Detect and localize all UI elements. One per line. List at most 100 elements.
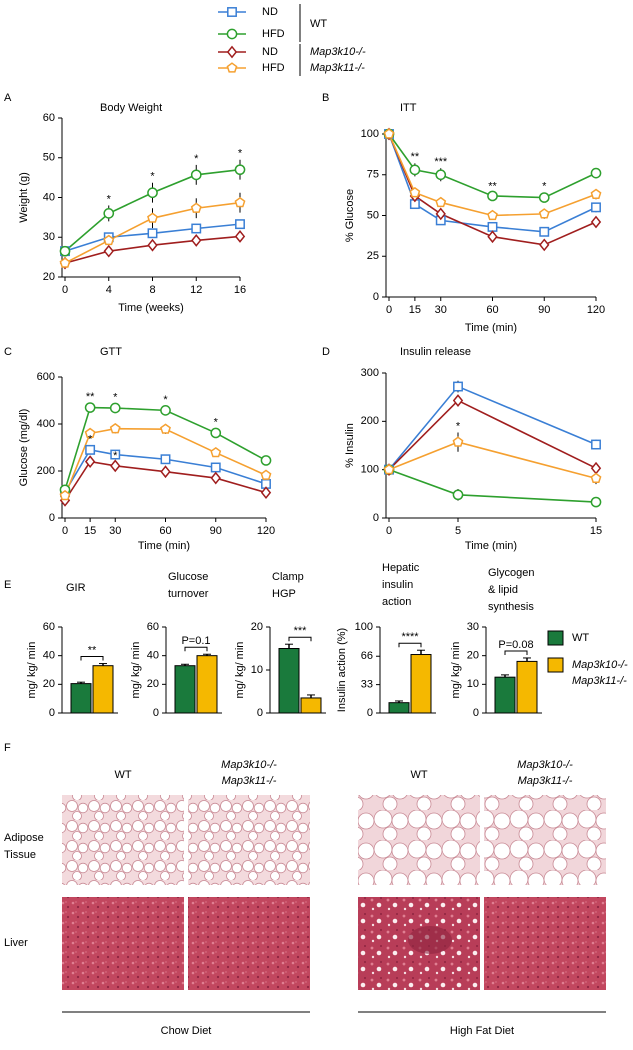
marker xyxy=(191,234,202,247)
marker xyxy=(590,215,602,229)
marker xyxy=(234,230,246,243)
y-tick-label: 10 xyxy=(251,664,263,676)
marker xyxy=(590,188,602,199)
histology-image xyxy=(484,897,606,990)
legend-swatch xyxy=(547,657,564,673)
legend-swatch xyxy=(547,630,564,646)
histology-image xyxy=(62,795,184,885)
bar xyxy=(494,676,516,714)
legend-label: ND xyxy=(262,46,278,58)
significance-label: * xyxy=(150,171,155,183)
bar xyxy=(174,665,196,714)
bar xyxy=(70,683,92,714)
panel-label: F xyxy=(4,742,11,754)
column-label: Map3k10-/- xyxy=(221,759,277,771)
significance-label: ** xyxy=(488,181,497,193)
marker xyxy=(234,164,246,176)
bar xyxy=(516,660,538,714)
significance-label: ** xyxy=(411,151,420,163)
row-label: Liver xyxy=(4,937,28,949)
legend-marker xyxy=(226,62,238,73)
marker xyxy=(84,455,96,468)
marker xyxy=(590,461,602,475)
y-tick-label: 300 xyxy=(361,367,379,379)
series-line xyxy=(64,406,267,491)
significance-label: P=0.1 xyxy=(181,635,210,647)
marker xyxy=(409,164,421,176)
x-tick-label: 120 xyxy=(587,304,605,316)
y-tick-label: 0 xyxy=(473,707,479,719)
legend-label: Map3k11-/- xyxy=(572,675,627,687)
x-axis-label: Time (min) xyxy=(465,540,517,552)
y-tick-label: 600 xyxy=(37,371,55,383)
y-tick-label: 0 xyxy=(153,707,159,719)
marker xyxy=(409,186,421,198)
y-tick-label: 10 xyxy=(467,678,479,690)
marker xyxy=(85,444,96,455)
marker xyxy=(147,187,158,199)
panel-label: D xyxy=(322,346,330,358)
x-tick-label: 15 xyxy=(84,525,96,537)
x-tick-label: 4 xyxy=(106,284,112,296)
series-line xyxy=(388,399,597,471)
significance-label: ** xyxy=(86,391,95,403)
marker xyxy=(59,245,71,257)
x-tick-label: 30 xyxy=(435,304,447,316)
marker xyxy=(190,202,202,213)
marker xyxy=(191,223,202,234)
column-label: Map3k11-/- xyxy=(518,775,573,787)
x-tick-label: 8 xyxy=(149,284,155,296)
series-line xyxy=(64,427,267,496)
marker xyxy=(59,489,71,501)
diet-label: Chow Diet xyxy=(161,1025,212,1037)
x-tick-label: 15 xyxy=(409,304,421,316)
histology-image xyxy=(188,795,310,885)
significance-label: ** xyxy=(88,644,97,656)
chart-title: Hepatic xyxy=(382,562,420,574)
marker xyxy=(591,439,601,450)
marker xyxy=(435,196,447,208)
marker xyxy=(210,446,222,458)
panel-label: E xyxy=(4,579,11,591)
marker xyxy=(160,454,171,465)
marker xyxy=(435,207,446,221)
marker xyxy=(538,208,550,219)
bar xyxy=(300,697,322,714)
marker xyxy=(147,238,158,252)
marker xyxy=(487,221,498,232)
legend-group-label: Map3k10-/- xyxy=(310,46,366,58)
y-tick-label: 60 xyxy=(43,621,55,633)
marker xyxy=(103,234,115,246)
chart-title: insulin xyxy=(382,579,413,591)
y-tick-label: 75 xyxy=(367,169,379,181)
marker xyxy=(235,219,245,230)
significance-label: **** xyxy=(401,631,419,643)
marker xyxy=(210,427,222,439)
column-label: Map3k10-/- xyxy=(517,759,573,771)
marker xyxy=(452,394,464,407)
chart-title: Glycogen xyxy=(488,567,534,579)
significance-label: * xyxy=(238,148,243,160)
x-tick-label: 30 xyxy=(109,525,121,537)
significance-label: * xyxy=(214,417,219,429)
y-tick-label: 20 xyxy=(147,678,159,690)
marker xyxy=(160,405,171,416)
significance-bracket xyxy=(288,636,312,642)
y-axis-label: mg/ kg/ min xyxy=(26,642,38,699)
x-tick-label: 60 xyxy=(486,304,498,316)
marker xyxy=(210,471,221,485)
marker xyxy=(109,402,121,414)
marker xyxy=(435,169,447,181)
legend-label: Map3k10-/- xyxy=(572,659,628,671)
significance-label: * xyxy=(88,434,93,446)
panel-label: B xyxy=(322,92,329,104)
marker xyxy=(590,472,602,483)
y-tick-label: 66 xyxy=(361,650,373,662)
marker xyxy=(210,462,221,473)
panel-label: C xyxy=(4,346,12,358)
significance-label: *** xyxy=(434,156,448,168)
y-axis-label: Glucose (mg/dl) xyxy=(18,409,30,487)
chart-title: Clamp xyxy=(272,571,304,583)
significance-label: P=0.08 xyxy=(498,639,533,651)
marker xyxy=(260,455,272,466)
